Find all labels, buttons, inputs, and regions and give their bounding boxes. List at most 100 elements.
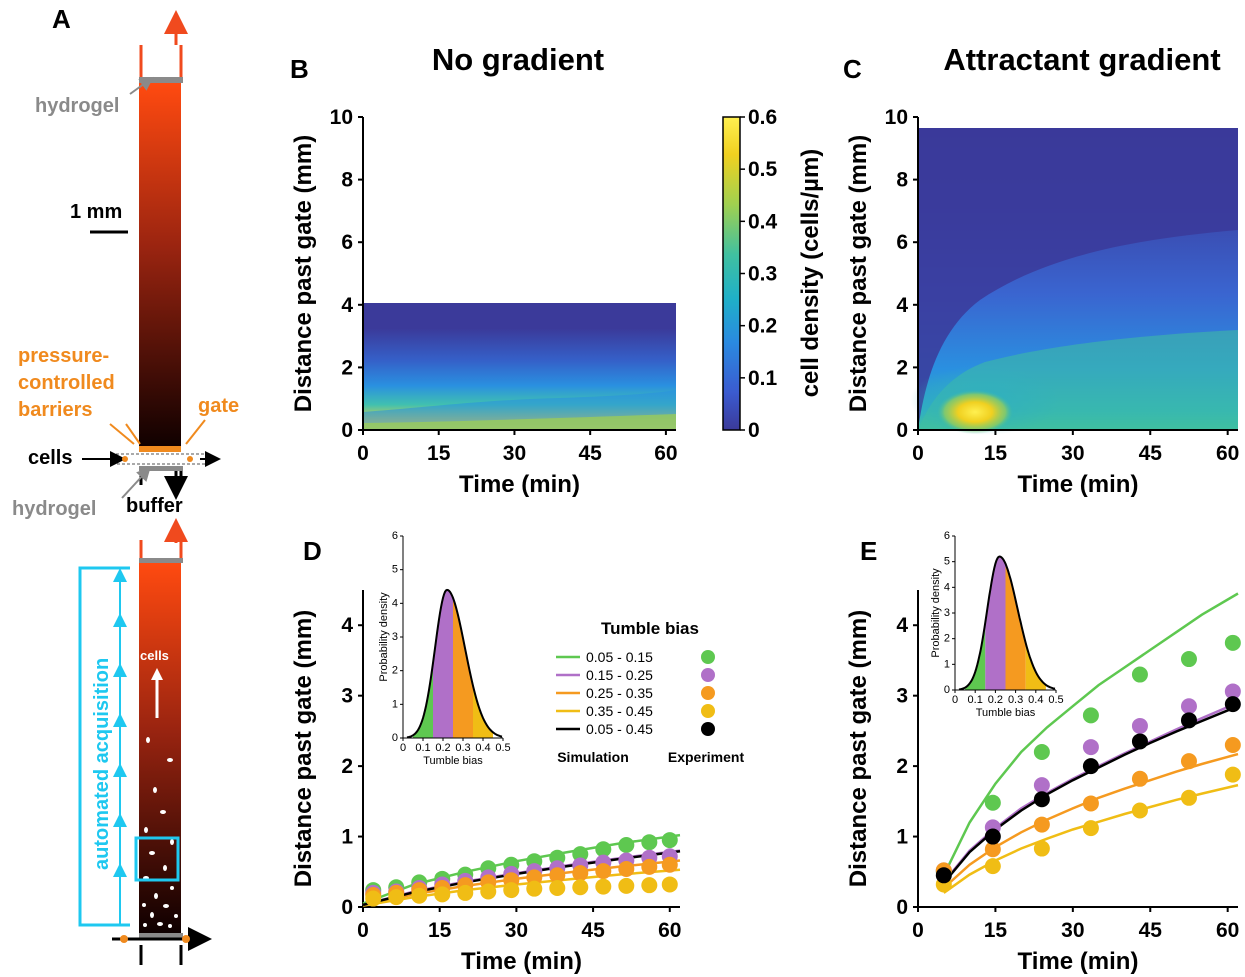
inset-e-y-tick-label: 6 [944,530,950,542]
panel-e-x-label: Time (min) [1018,948,1139,975]
cells-inner-label: cells [140,648,169,663]
panel-label-c: C [843,54,862,84]
colorbar-tick-label: 0 [748,419,760,442]
barriers-label-2: controlled [18,372,115,394]
colorbar: 0 0.1 0.2 0.3 0.4 0.5 0.6 cell density (cells/… [722,106,824,442]
inset-e-band-3 [1025,643,1046,690]
inset-e-y-tick-label: 2 [944,633,950,645]
inset-d-x-tick-label: 0.4 [475,742,490,754]
panel-b-y-tick-label: 6 [341,231,353,254]
panel-e-exp-point-4 [1033,791,1050,808]
panel-d-exp-point-3 [549,879,566,896]
panel-b-x-tick-label: 0 [357,442,369,465]
panel-b-x-tick-label: 60 [654,442,677,465]
hydrogel-bottom-arrow [121,466,151,499]
inset-e: 0 0.1 0.2 0.3 0.4 0.5 0 1 2 3 4 5 6 Tumble bias Probab… [930,530,1064,719]
inset-e-x-tick-label: 0.1 [968,694,983,706]
panel-c-x-tick-label: 15 [984,442,1008,465]
panel-d-exp-point-3 [365,890,382,907]
barrier-pointer-1 [109,423,135,445]
gate-label: gate [198,395,239,417]
panel-e-exp-point-4 [935,867,952,884]
panel-d-exp-point-2 [526,869,543,886]
channel-top [139,83,181,448]
panel-d-y-label: Distance past gate (mm) [290,610,317,887]
panel-c-y-tick-label: 4 [896,294,908,317]
panel-c-y-tick-label: 8 [896,169,908,192]
inset-e-y-tick-label: 1 [944,658,950,670]
panel-e-exp-point-4 [984,828,1001,845]
inset-d-y-tick-label: 3 [392,631,398,643]
channel-lower [139,563,181,933]
panel-b-y-tick-label: 4 [341,294,353,317]
panel-d-exp-point-2 [641,858,658,875]
cell-inlet-channel [115,453,209,465]
lower-valve-left [120,935,128,943]
inset-d-band-2 [453,597,473,738]
panel-e-x-tick-label: 45 [1139,919,1163,942]
panel-d-exp-point-3 [457,884,474,901]
colorbar-scale [722,116,741,431]
panel-e-exp-point-4 [1131,733,1148,750]
inlet-valve-right [187,456,193,462]
panel-b-y-tick-label: 10 [330,106,353,129]
panel-e-exp-point-2 [1131,770,1148,787]
panel-c-y-tick-label: 2 [896,356,908,379]
panel-b-x-tick-label: 30 [503,442,526,465]
panel-d-exp-point-0 [618,837,635,854]
panel-c-y-tick-label: 6 [896,231,908,254]
inset-e-y-label: Probability density [930,568,942,658]
panel-d-y-tick-label: 3 [341,685,353,708]
panel-b-y-tick-label: 0 [341,419,353,442]
inset-d-curve [406,588,503,739]
panel-e-exp-point-0 [1180,651,1197,668]
panel-d-exp-point-2 [661,856,678,873]
barriers-label-1: pressure- [18,345,109,367]
bottom-hydrogel-bar [139,466,183,471]
panel-e-exp-point-3 [1224,766,1241,783]
panel-d-exp-point-0 [595,841,612,858]
inset-e-y-tick-label: 3 [944,607,950,619]
panel-c-y-label: Distance past gate (mm) [845,135,872,412]
inset-e-band-1 [985,556,1006,690]
inset-e-x-tick-label: 0.4 [1028,694,1043,706]
gate-pointer [185,419,206,445]
panel-d-x-label: Time (min) [461,948,582,975]
panel-d-x-tick-label: 45 [581,919,605,942]
inset-d-y-tick-label: 1 [392,698,398,710]
legend-range-4: 0.05 - 0.45 [586,721,653,737]
panel-b-x-label: Time (min) [459,471,580,498]
panel-e-sim-line-0 [942,592,1239,876]
panel-c-x-tick-label: 0 [912,442,924,465]
panel-d-x-tick-label: 15 [428,919,452,942]
inset-e-x-label: Tumble bias [976,707,1036,719]
panel-d-exp-point-3 [388,889,405,906]
panel-d-y-tick-label: 1 [341,826,353,849]
panel-e-exp-point-2 [1180,753,1197,770]
hydrogel-top-label: hydrogel [35,95,119,117]
panel-d-exp-point-2 [549,867,566,884]
acquisition-window [134,836,180,882]
panel-c-x-label: Time (min) [1018,471,1139,498]
panel-e-exp-point-1 [1131,717,1148,734]
inset-d-y-tick-label: 2 [392,665,398,677]
panel-c-y-tick-label: 0 [896,419,908,442]
panel-b: B No gradient 0 15 30 45 60 0 2 4 6 8 10 Time (min)… [290,42,678,498]
panel-a: A hydrogel 1 mm pressure- controlled bar… [12,4,239,965]
panel-label-d: D [303,536,322,566]
legend-range-3: 0.35 - 0.45 [586,703,653,719]
inlet-valve-left [122,456,128,462]
inset-d-band-3 [473,685,493,738]
scale-bar-label: 1 mm [70,201,122,223]
panel-d-exp-point-3 [661,876,678,893]
inset-d-x-tick-label: 0.1 [415,742,430,754]
cell-dots [142,737,178,928]
panel-d-x-tick-label: 30 [505,919,528,942]
panel-d-exp-point-0 [661,832,678,849]
hydrogel-bottom-label: hydrogel [12,498,96,520]
lower-top-outlet [139,540,183,560]
panel-e-x-tick-label: 15 [984,919,1008,942]
inset-d-y-tick-label: 0 [392,732,398,744]
